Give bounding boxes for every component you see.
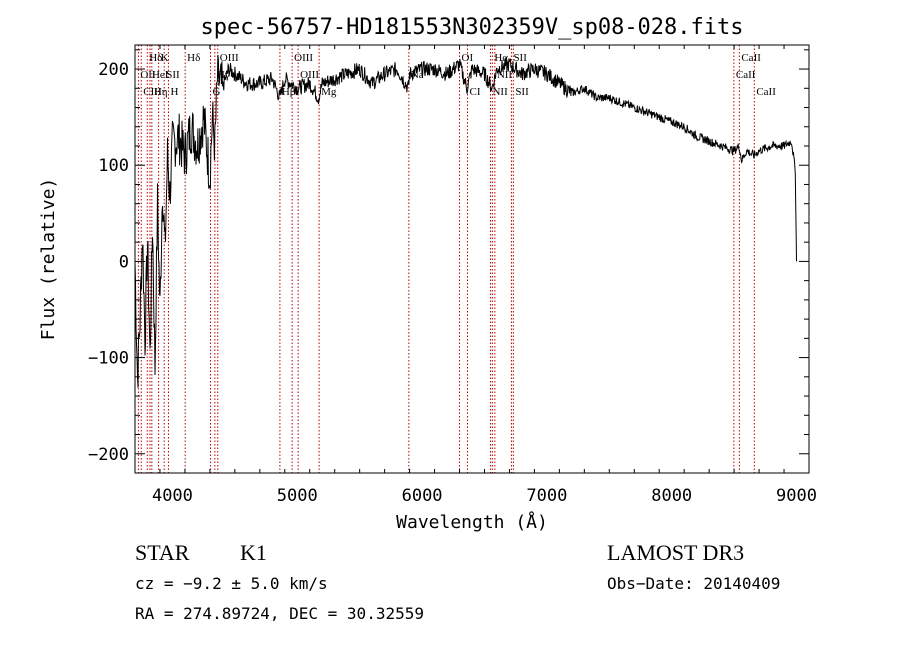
spectral-line-markers — [137, 45, 755, 473]
spectrum-line — [134, 54, 797, 388]
spectral-line-label: OIII — [220, 52, 239, 64]
spectral-line-label: OIII — [294, 52, 313, 64]
observation-date: Obs−Date: 20140409 — [607, 574, 781, 593]
spectral-line-label: CaII — [756, 86, 776, 98]
x-tick-label: 6000 — [402, 486, 443, 506]
x-tick-label: 7000 — [526, 486, 567, 506]
spectral-line-label: K — [161, 52, 169, 64]
spectral-line-label: CaII — [736, 69, 756, 81]
spectral-line-label: CaII — [741, 52, 761, 64]
redshift-text: cz = −9.2 ± 5.0 km/s — [135, 574, 328, 593]
y-axis: −200 −100 0 100 200 — [88, 49, 809, 465]
spectral-line-labels: OIICIIIHδHeIHηKSIIHHδGHγOIIIHβOIIIOIIIMg… — [140, 52, 776, 98]
x-tick-label: 9000 — [776, 486, 817, 506]
x-tick-label: 5000 — [277, 486, 318, 506]
spectral-line-label: Mg — [321, 86, 337, 98]
spectral-line-label: CI — [470, 86, 481, 98]
y-tick-label: 100 — [98, 156, 129, 176]
x-tick-label: 8000 — [651, 486, 692, 506]
spectral-line-label: OII — [140, 69, 156, 81]
y-tick-label: 200 — [98, 60, 129, 80]
spectral-line-label: SII — [166, 69, 180, 81]
spectral-line-label: OIII — [300, 69, 319, 81]
y-tick-label: 0 — [119, 252, 129, 272]
spectral-line-label: NII — [492, 86, 508, 98]
spectral-line-label: Hδ — [149, 52, 162, 64]
spectral-line-label: CIII — [143, 86, 162, 98]
y-tick-label: −200 — [88, 445, 129, 465]
spectral-line-label: SII — [515, 86, 529, 98]
x-axis-label: Wavelength (Å) — [396, 511, 548, 533]
spectral-line-label: SII — [513, 52, 527, 64]
spectral-line-label: H — [170, 86, 178, 98]
spectral-line-label: Hδ — [187, 52, 200, 64]
spectral-line-label: Hη — [154, 86, 168, 98]
object-class: STAR — [135, 540, 190, 565]
x-tick-label: 4000 — [152, 486, 193, 506]
spectral-line-label: Hβ — [282, 86, 296, 98]
coordinates-text: RA = 274.89724, DEC = 30.32559 — [135, 604, 424, 623]
spectral-line-label: HeI — [152, 69, 169, 81]
x-axis: 4000 5000 6000 7000 8000 9000 — [134, 45, 817, 506]
plot-frame — [134, 44, 810, 474]
y-tick-label: −100 — [88, 349, 129, 369]
chart-title: spec-56757-HD181553N302359V_sp08-028.fit… — [200, 15, 743, 40]
y-axis-label: Flux (relative) — [38, 178, 59, 341]
spectral-line-label: OI — [462, 52, 474, 64]
object-subclass: K1 — [240, 540, 267, 565]
survey-name: LAMOST DR3 — [607, 540, 745, 565]
